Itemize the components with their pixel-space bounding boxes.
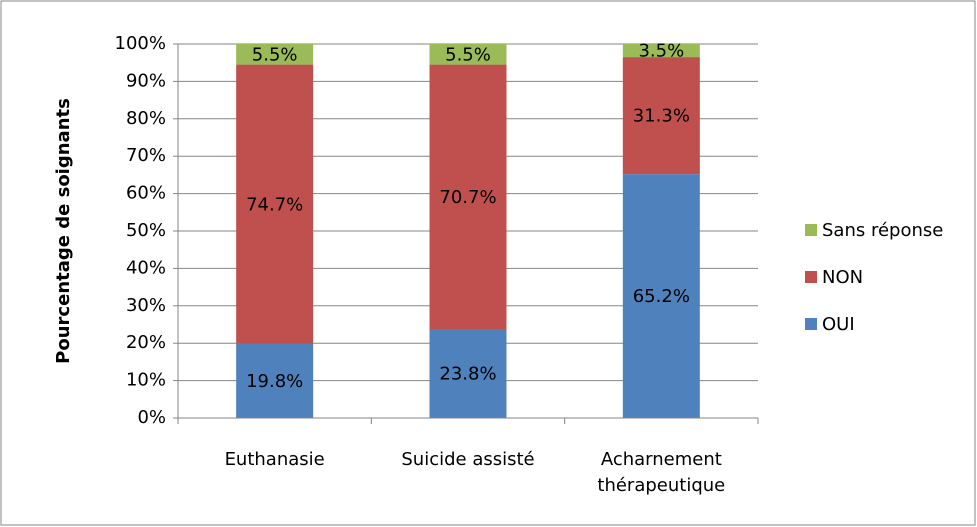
- legend-swatch: [805, 224, 817, 236]
- legend-label: Sans réponse: [822, 220, 943, 241]
- y-tick-label: 20%: [126, 332, 166, 353]
- bar-segment: [622, 44, 700, 58]
- y-tick-label: 90%: [126, 70, 166, 91]
- y-tick-label: 60%: [126, 183, 166, 204]
- data-label: 65.2%: [633, 286, 690, 307]
- y-tick-label: 40%: [126, 257, 166, 278]
- y-axis-label: Pourcentage de soignants: [53, 98, 74, 364]
- bar-segment: [236, 44, 314, 65]
- bar-segment: [622, 57, 700, 175]
- data-label: 3.5%: [638, 41, 684, 62]
- data-label: 5.5%: [252, 44, 298, 65]
- y-tick-label: 30%: [126, 295, 166, 316]
- data-label: 5.5%: [445, 44, 491, 65]
- y-tick-label: 70%: [126, 145, 166, 166]
- legend-swatch: [805, 318, 817, 330]
- legend-label: OUI: [822, 314, 855, 335]
- data-label: 23.8%: [439, 363, 496, 384]
- data-label: 70.7%: [439, 187, 496, 208]
- legend-swatch: [805, 271, 817, 283]
- bar-segment: [236, 343, 314, 418]
- data-label: 31.3%: [633, 106, 690, 127]
- data-label: 74.7%: [246, 194, 303, 215]
- y-tick-label: 10%: [126, 370, 166, 391]
- bar-segment: [429, 44, 507, 65]
- bar-segment: [236, 64, 314, 344]
- bar-segment: [429, 64, 507, 329]
- y-tick-label: 80%: [126, 108, 166, 129]
- x-tick-label: Acharnement thérapeutique: [597, 449, 726, 496]
- legend-label: NON: [822, 267, 863, 288]
- data-label: 19.8%: [246, 371, 303, 392]
- x-tick-label: Euthanasie: [224, 449, 325, 470]
- x-tick-label: Suicide assisté: [401, 449, 535, 470]
- y-tick-label: 100%: [115, 33, 166, 54]
- y-tick-label: 0%: [137, 407, 166, 428]
- bar-segment: [622, 174, 700, 418]
- bar-segment: [429, 328, 507, 418]
- y-tick-label: 50%: [126, 220, 166, 241]
